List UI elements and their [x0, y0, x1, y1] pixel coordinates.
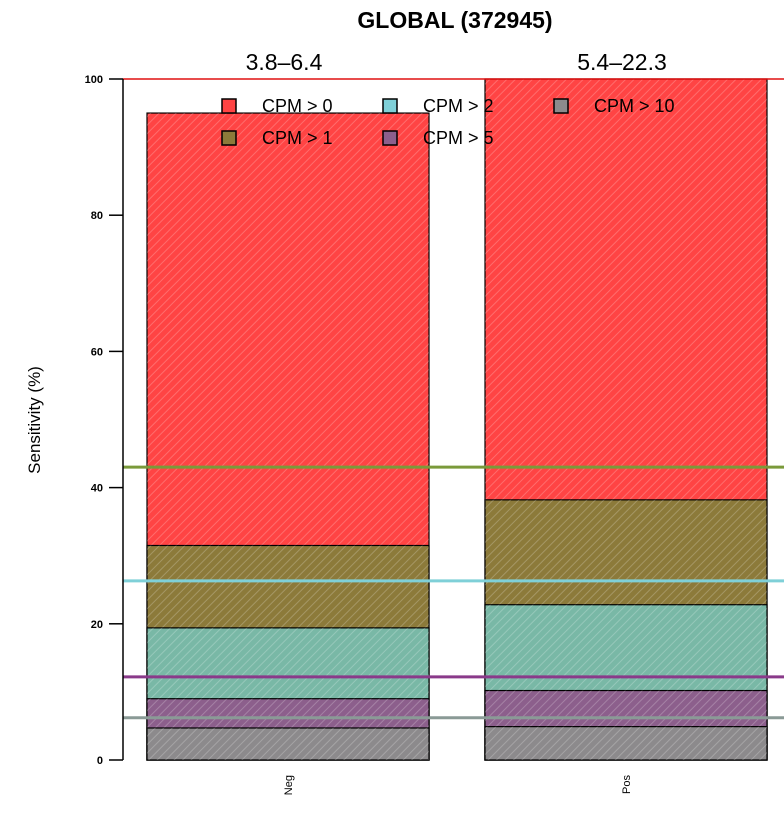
y-tick-label: 60	[91, 346, 103, 358]
legend-swatch	[553, 98, 569, 114]
bar-range-labels: 3.8–6.4 5.4–22.3	[246, 49, 667, 75]
legend-label: CPM > 5	[423, 128, 494, 148]
legend: CPM > 0 CPM > 2 CPM > 10 CPM > 1 CPM > 5	[221, 96, 675, 148]
legend-label: CPM > 1	[262, 128, 333, 148]
x-category-label: Pos	[621, 775, 633, 794]
y-tick-label: 80	[91, 210, 103, 222]
bars	[146, 78, 768, 761]
chart-title: GLOBAL (372945)	[357, 7, 552, 33]
legend-swatch	[382, 98, 398, 114]
y-tick-label: 20	[91, 619, 103, 631]
bar-hatch	[485, 726, 767, 760]
reference-lines-overlay	[123, 78, 784, 720]
x-category-label: Neg	[283, 775, 295, 795]
y-tick-label: 100	[85, 74, 103, 86]
bar-range-label: 5.4–22.3	[577, 49, 667, 75]
bar-hatch	[147, 727, 429, 760]
y-axis-title: Sensitivity (%)	[25, 366, 44, 474]
x-axis-labels: Neg Pos	[283, 775, 633, 796]
y-tick-label: 40	[91, 483, 103, 495]
y-tick-label: 0	[97, 755, 103, 767]
legend-label: CPM > 10	[594, 96, 675, 116]
legend-swatch	[221, 98, 237, 114]
y-axis: 0 20 40 60 80 100	[85, 74, 124, 767]
legend-swatch	[221, 130, 237, 146]
legend-swatch	[382, 130, 398, 146]
bar-range-label: 3.8–6.4	[246, 49, 323, 75]
legend-label: CPM > 0	[262, 96, 333, 116]
legend-label: CPM > 2	[423, 96, 494, 116]
